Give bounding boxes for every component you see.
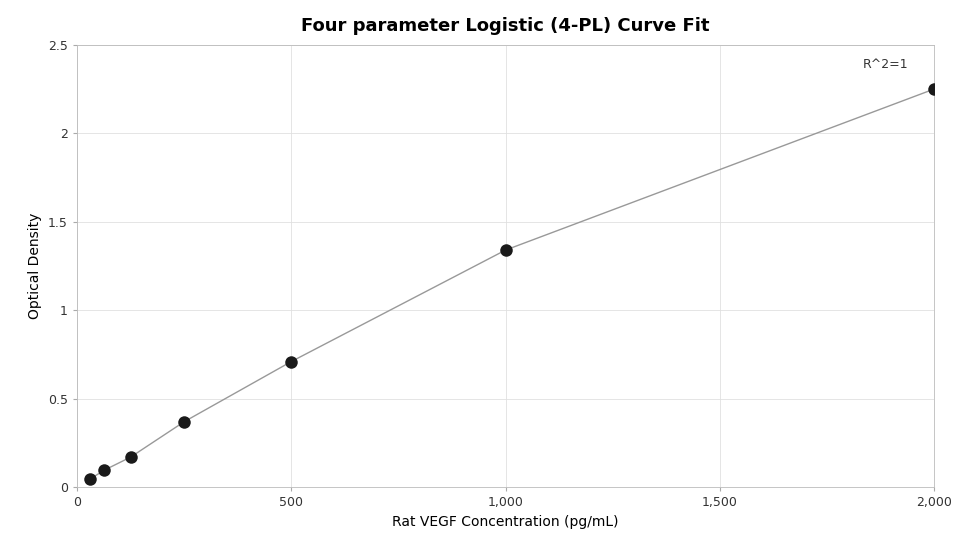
Point [176, 417, 192, 426]
Point [123, 452, 139, 461]
Point [498, 246, 513, 255]
Point [284, 357, 299, 366]
Point [926, 85, 942, 94]
Y-axis label: Optical Density: Optical Density [29, 213, 42, 319]
X-axis label: Rat VEGF Concentration (pg/mL): Rat VEGF Concentration (pg/mL) [392, 515, 619, 529]
Point [96, 466, 112, 475]
Title: Four parameter Logistic (4-PL) Curve Fit: Four parameter Logistic (4-PL) Curve Fit [301, 17, 710, 35]
Text: R^2=1: R^2=1 [863, 58, 908, 71]
Point [83, 474, 98, 483]
